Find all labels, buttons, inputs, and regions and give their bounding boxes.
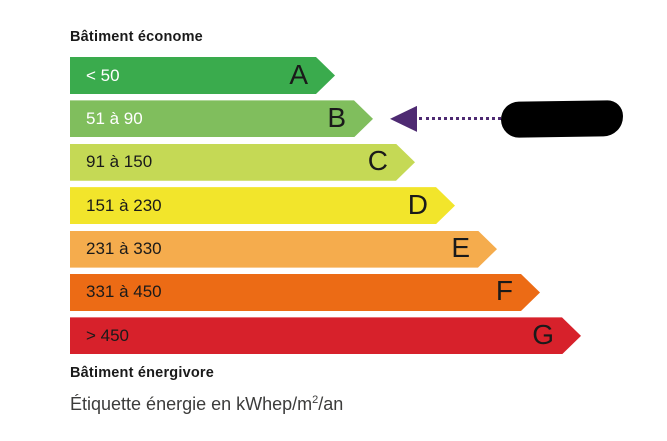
energy-class-bar-b: 51 à 90 B xyxy=(70,100,373,137)
energy-class-letter: B xyxy=(327,102,346,134)
energy-class-range: < 50 xyxy=(86,65,120,85)
scale-bottom-label: Bâtiment énergivore xyxy=(70,365,215,381)
chart-caption: Étiquette énergie en kWhep/m2/an xyxy=(70,394,343,415)
caption-text: Étiquette énergie en kWhep/m xyxy=(70,394,313,414)
energy-class-letter: G xyxy=(532,319,554,351)
redacted-value-blob xyxy=(500,100,624,138)
left-arrow-icon xyxy=(390,105,417,132)
energy-class-letter: E xyxy=(451,232,470,264)
energy-class-bar-e: 231 à 330 E xyxy=(70,231,497,268)
energy-class-range: 91 à 150 xyxy=(86,152,153,172)
energy-class-letter: C xyxy=(367,145,388,177)
energy-class-range: 231 à 330 xyxy=(86,239,162,259)
energy-class-range: > 450 xyxy=(86,325,130,345)
energy-class-bar-c: 91 à 150 C xyxy=(70,144,415,181)
energy-class-letter: D xyxy=(407,188,428,220)
energy-class-letter: F xyxy=(495,275,513,307)
scale-top-label: Bâtiment économe xyxy=(70,29,203,45)
energy-class-letter: A xyxy=(289,58,308,90)
selected-class-marker xyxy=(390,100,624,138)
energy-class-bar-d: 151 à 230 D xyxy=(70,187,455,224)
energy-class-bar-a: < 50 A xyxy=(70,57,335,94)
energy-class-bars: < 50 A 51 à 90 B 91 à 150 C 151 à 230 D … xyxy=(70,57,581,354)
energy-class-range: 331 à 450 xyxy=(86,282,162,302)
energy-class-bar-f: 331 à 450 F xyxy=(70,274,540,311)
dotted-connector-line xyxy=(419,117,501,121)
caption-superscript: 2 xyxy=(312,394,319,406)
energy-class-bar-g: > 450 G xyxy=(70,317,581,354)
energy-class-range: 151 à 230 xyxy=(86,195,162,215)
caption-suffix: /an xyxy=(318,394,344,414)
energy-class-range: 51 à 90 xyxy=(86,108,143,128)
